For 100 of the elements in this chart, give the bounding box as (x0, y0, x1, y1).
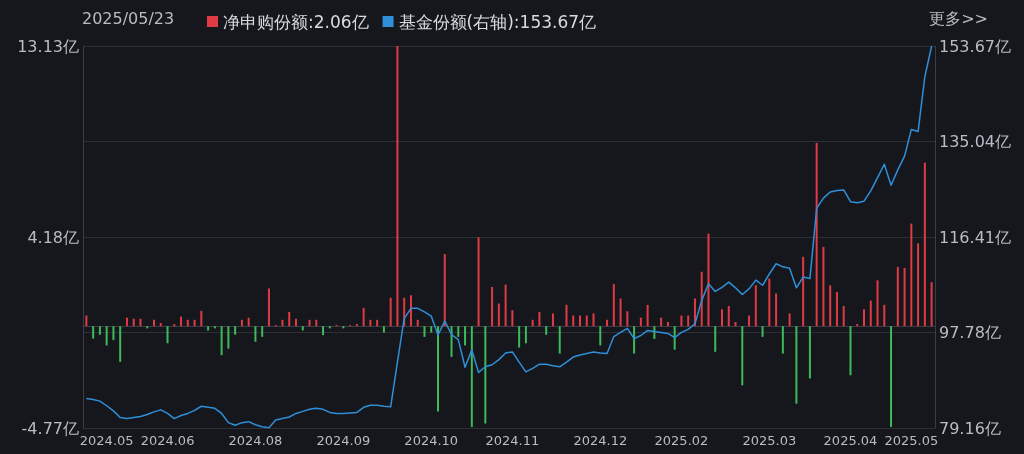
bar (802, 256, 805, 327)
bar (795, 326, 798, 404)
bar (98, 326, 101, 335)
bar (477, 237, 480, 327)
bar (267, 288, 270, 327)
bar (288, 311, 291, 327)
bar (815, 142, 818, 327)
bar (883, 304, 886, 327)
y2-tick-label: 79.16亿 (939, 418, 1001, 438)
x-tick-label: 2024.08 (228, 433, 283, 448)
bar (612, 284, 615, 327)
bar (396, 46, 399, 327)
bar (281, 319, 284, 327)
bar (660, 317, 663, 327)
bar (369, 319, 372, 327)
x-tick-label: 2024.09 (316, 433, 371, 448)
bar (551, 313, 554, 327)
bar (606, 319, 609, 327)
bar (105, 326, 108, 346)
bar (572, 315, 575, 327)
y2-tick-label: 97.78亿 (939, 323, 1001, 343)
legend-label: 净申购份额:2.06亿 (223, 11, 369, 32)
bar (470, 326, 473, 427)
bar (308, 319, 311, 327)
bar (856, 324, 859, 327)
bar (504, 284, 507, 327)
legend-label: 基金份额(右轴):153.67亿 (398, 11, 597, 32)
bar (200, 310, 203, 327)
bar (748, 315, 751, 327)
bar (923, 162, 926, 327)
bar (423, 326, 426, 337)
bar (254, 326, 257, 342)
bar (261, 326, 264, 337)
bar (876, 280, 879, 327)
bar (930, 282, 933, 327)
bar (754, 285, 757, 327)
bar (910, 223, 913, 327)
bar (890, 326, 893, 427)
x-tick-label: 2024.11 (485, 433, 540, 448)
bar (220, 326, 223, 356)
bar (247, 317, 250, 327)
bar (186, 319, 189, 327)
bar (599, 326, 602, 346)
bar (389, 297, 392, 327)
bar (213, 326, 216, 329)
bar (132, 318, 135, 327)
bar (146, 326, 149, 329)
bar (85, 315, 88, 327)
bar (531, 319, 534, 327)
bar (829, 285, 832, 327)
bar (437, 326, 439, 412)
bar (565, 304, 568, 327)
bar (808, 326, 811, 379)
bar (180, 316, 183, 327)
bar (626, 311, 629, 327)
text: 2025/05/23 (82, 8, 175, 28)
bar (639, 317, 642, 327)
bar (119, 326, 122, 362)
bar (518, 326, 521, 348)
line-series (85, 45, 933, 429)
bar (382, 326, 385, 333)
x-tick-label: 2024.10 (404, 433, 459, 448)
bar (376, 319, 379, 327)
bar (545, 326, 548, 335)
x-tick-label: 2025.02 (654, 433, 709, 448)
bar (491, 286, 494, 327)
bar (524, 326, 527, 344)
bar (788, 313, 791, 327)
x-tick-label: 2025.04 (823, 433, 878, 448)
bar (511, 310, 514, 327)
bar (917, 243, 920, 327)
y-tick-label: 4.18亿 (27, 227, 79, 247)
bar (707, 233, 710, 327)
bar (443, 254, 446, 327)
x-tick-label: 2025.03 (742, 433, 797, 448)
bar (139, 318, 142, 327)
bar (234, 326, 237, 335)
x-tick-label: 2024.06 (140, 433, 195, 448)
bar (355, 324, 358, 327)
bar (687, 315, 690, 327)
bar (342, 326, 345, 329)
bar (700, 271, 703, 327)
bar (653, 326, 656, 340)
bar (903, 267, 906, 327)
bar (633, 326, 636, 354)
bar (619, 298, 622, 327)
bar (315, 319, 318, 327)
bar (673, 326, 676, 350)
bar (863, 309, 865, 327)
bar (430, 326, 433, 333)
bar (497, 303, 500, 327)
bar (680, 315, 683, 327)
bar (822, 246, 825, 327)
bar (125, 317, 128, 327)
bar (240, 319, 243, 327)
bar (92, 326, 95, 339)
y2-tick-label: 135.04亿 (939, 132, 1011, 152)
bar (538, 311, 541, 327)
bar (173, 324, 176, 327)
bar (227, 326, 230, 349)
